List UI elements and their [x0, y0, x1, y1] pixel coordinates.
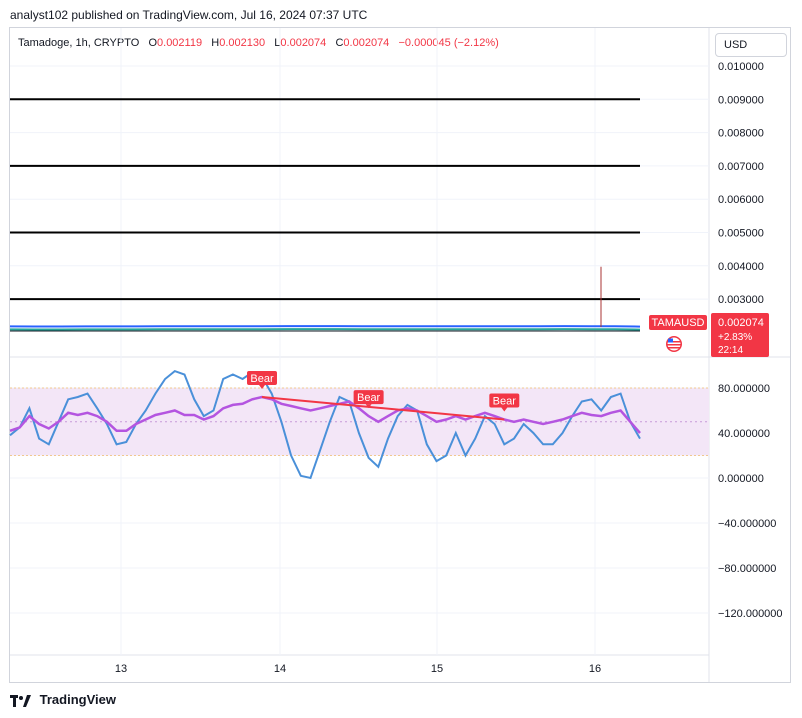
last-price: 0.002074 — [718, 317, 764, 329]
time-tick-label: 16 — [589, 663, 601, 675]
price-tick-label: 0.008000 — [718, 128, 764, 140]
price-tick-label: 0.010000 — [718, 61, 764, 73]
time-tick-label: 14 — [274, 663, 286, 675]
price-tick-label: 0.004000 — [718, 261, 764, 273]
oscillator-pane[interactable]: Bear Bear Bear — [10, 371, 709, 478]
symbol-tag: TAMAUSD — [652, 317, 705, 329]
time-tick-label: 15 — [431, 663, 443, 675]
bear-signal-label: Bear — [493, 396, 517, 408]
bear-signal-label: Bear — [250, 373, 274, 385]
price-pane[interactable] — [10, 99, 640, 331]
osc-tick-label: 0.000000 — [718, 473, 764, 485]
price-tick-label: 0.005000 — [718, 228, 764, 240]
price-tick-label: 0.009000 — [718, 94, 764, 106]
price-axis[interactable]: 0.010000 0.009000 0.008000 0.007000 0.006000… — [718, 61, 764, 306]
price-line-lower — [10, 329, 640, 330]
bear-signal-label: Bear — [357, 392, 381, 404]
last-change: +2.83% — [718, 332, 752, 343]
tradingview-logo[interactable]: TradingView — [10, 692, 116, 707]
tradingview-logo-icon — [10, 695, 32, 707]
osc-tick-label: −80.000000 — [718, 563, 776, 575]
grid-lines — [10, 28, 709, 655]
osc-tick-label: 40.000000 — [718, 428, 770, 440]
price-tick-label: 0.006000 — [718, 194, 764, 206]
time-tick-label: 13 — [115, 663, 127, 675]
osc-tick-label: −40.000000 — [718, 518, 776, 530]
us-flag-icon — [666, 336, 682, 352]
bear-signal[interactable]: Bear — [247, 371, 277, 389]
time-axis[interactable]: 13 14 15 16 — [115, 663, 601, 675]
price-tick-label: 0.003000 — [718, 294, 764, 306]
bar-countdown: 22:14 — [718, 345, 743, 356]
brand-text: TradingView — [40, 692, 116, 707]
osc-tick-label: 80.000000 — [718, 383, 770, 395]
oscillator-axis[interactable]: 80.000000 40.000000 0.000000 −40.000000 −80.… — [718, 383, 783, 620]
price-tick-label: 0.007000 — [718, 161, 764, 173]
price-line-upper — [10, 326, 640, 327]
osc-tick-label: −120.000000 — [718, 608, 783, 620]
